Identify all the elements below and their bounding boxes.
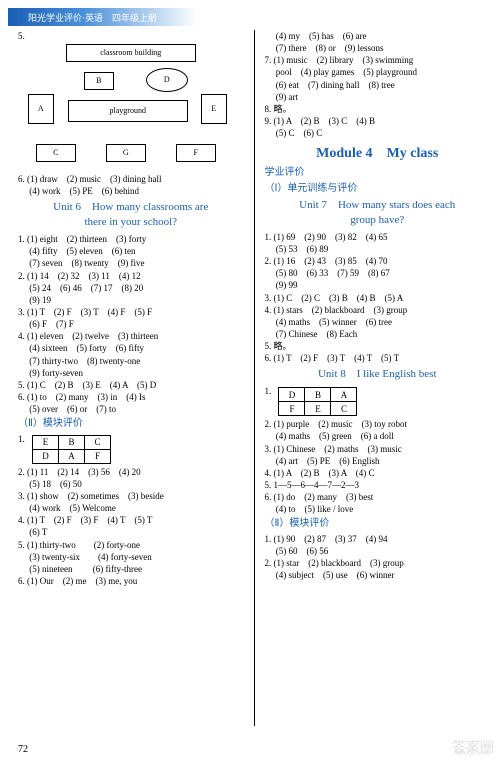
line: 2. (1) 11 (2) 14 (3) 56 (4) 20 — [18, 466, 244, 478]
column-divider — [254, 30, 255, 726]
mod2-head-left: （Ⅱ）模块评价 — [18, 417, 244, 431]
mod2-head-right: （Ⅱ）模块评价 — [264, 517, 490, 531]
diagram-A: A — [28, 94, 54, 124]
line: 4. (1) eleven (2) twelve (3) thirteen — [18, 330, 244, 342]
line: 8. 略。 — [264, 103, 490, 115]
diagram-playground: playground — [68, 100, 188, 122]
line: (9) 99 — [264, 279, 490, 291]
line: (7) thirty-two (8) twenty-one — [18, 355, 244, 367]
line: 3. (1) Chinese (2) maths (3) music — [264, 443, 490, 455]
line: (7) there (8) or (9) lessons — [264, 42, 490, 54]
line: (9) 19 — [18, 294, 244, 306]
line: (5) 60 (6) 56 — [264, 545, 490, 557]
watermark-sub: MXQE.com — [456, 749, 490, 757]
q1-label-r: 1. — [264, 385, 278, 397]
line: (4) fifty (5) eleven (6) ten — [18, 245, 244, 257]
header-text: 阳光学业评价·英语 四年级上册 — [28, 11, 157, 24]
diagram-C: C — [36, 144, 76, 162]
line: (3) twenty-six (4) forty-seven — [18, 551, 244, 563]
line: (4) art (5) PE (6) English — [264, 455, 490, 467]
line: 4. (1) T (2) F (3) F (4) T (5) T — [18, 514, 244, 526]
line: 6. (1) to (2) many (3) in (4) Is — [18, 391, 244, 403]
line: 2. (1) star (2) blackboard (3) group — [264, 557, 490, 569]
line: (6) eat (7) dining hall (8) tree — [264, 79, 490, 91]
xueye-head: 学业评价 — [264, 166, 490, 180]
q1-label: 1. — [18, 433, 32, 445]
line: (9) art — [264, 91, 490, 103]
line: (5) 24 (6) 46 (7) 17 (8) 20 — [18, 282, 244, 294]
school-diagram: classroom building B D A playground E C … — [26, 44, 236, 169]
right-column: (4) my (5) has (6) are (7) there (8) or … — [256, 30, 490, 726]
line: (5) 80 (6) 33 (7) 59 (8) 67 — [264, 267, 490, 279]
table-2: DBA FEC — [278, 387, 357, 416]
line: (5) nineteen (6) fifty-three — [18, 563, 244, 575]
line: pool (4) play games (5) playground — [264, 66, 490, 78]
line: 5. 1—5—6—4—7—2—3 — [264, 479, 490, 491]
page-columns: 5. classroom building B D A playground E… — [0, 26, 500, 726]
line: 4. (1) stars (2) blackboard (3) group — [264, 304, 490, 316]
line: 3. (1) T (2) F (3) T (4) F (5) F — [18, 306, 244, 318]
diagram-B: B — [84, 72, 114, 90]
diagram-D: D — [146, 68, 188, 92]
line: 1. (1) 90 (2) 87 (3) 37 (4) 94 — [264, 533, 490, 545]
unit7-heading: Unit 7 How many stars does each group ha… — [264, 198, 490, 228]
left-column: 5. classroom building B D A playground E… — [18, 30, 252, 726]
line: (4) work (5) PE (6) behind — [18, 185, 244, 197]
line: 3. (1) C (2) C (3) B (4) B (5) A — [264, 292, 490, 304]
line: (5) over (6) or (7) to — [18, 403, 244, 415]
line: (4) to (5) like / love — [264, 503, 490, 515]
left-unit6-list: 1. (1) eight (2) thirteen (3) forty (4) … — [18, 233, 244, 415]
diagram-F: F — [176, 144, 216, 162]
line: 6. (1) T (2) F (3) T (4) T (5) T — [264, 352, 490, 364]
diagram-E: E — [201, 94, 227, 124]
line: (4) maths (5) green (6) a doll — [264, 430, 490, 442]
right-mod2-list: 1. (1) 90 (2) 87 (3) 37 (4) 94 (5) 60 (6… — [264, 533, 490, 582]
diagram-classroom: classroom building — [66, 44, 196, 62]
line: (9) forty-seven — [18, 367, 244, 379]
line: (4) subject (5) use (6) winner — [264, 569, 490, 581]
unit8-heading: Unit 8 I like English best — [264, 367, 490, 382]
line: 5. (1) thirty-two (2) forty-one — [18, 539, 244, 551]
line: 9. (1) A (2) B (3) C (4) B — [264, 115, 490, 127]
right-top-list: (4) my (5) has (6) are (7) there (8) or … — [264, 30, 490, 139]
line: (5) 18 (6) 50 — [18, 478, 244, 490]
line: (5) 53 (6) 89 — [264, 243, 490, 255]
right-unit8-list: 2. (1) purple (2) music (3) toy robot (4… — [264, 418, 490, 515]
line: 4. (1) A (2) B (3) A (4) C — [264, 467, 490, 479]
line: 2. (1) 16 (2) 43 (3) 85 (4) 70 — [264, 255, 490, 267]
line: (4) sixteen (5) forty (6) fifty — [18, 342, 244, 354]
line: (7) seven (8) twenty (9) five — [18, 257, 244, 269]
line: 5. 略。 — [264, 340, 490, 352]
line: 3. (1) show (2) sometimes (3) beside — [18, 490, 244, 502]
unit6-heading: Unit 6 How many classrooms are there in … — [18, 200, 244, 230]
line: (7) Chinese (8) Each — [264, 328, 490, 340]
left-mod2-list: 2. (1) 11 (2) 14 (3) 56 (4) 20 (5) 18 (6… — [18, 466, 244, 587]
line: 6. (1) do (2) many (3) best — [264, 491, 490, 503]
q5-label: 5. — [18, 30, 244, 42]
page-header: 阳光学业评价·英语 四年级上册 — [8, 8, 198, 26]
line: 2. (1) 14 (2) 32 (3) 11 (4) 12 — [18, 270, 244, 282]
left-q6: 6. (1) draw (2) music (3) dining hall (4… — [18, 173, 244, 197]
line: 6. (1) Our (2) me (3) me, you — [18, 575, 244, 587]
line: (4) maths (5) winner (6) tree — [264, 316, 490, 328]
line: (5) C (6) C — [264, 127, 490, 139]
right-unit7-list: 1. (1) 69 (2) 90 (3) 82 (4) 65 (5) 53 (6… — [264, 231, 490, 365]
line: 1. (1) 69 (2) 90 (3) 82 (4) 65 — [264, 231, 490, 243]
table-1: EBC DAF — [32, 435, 111, 464]
page-number: 72 — [18, 744, 28, 755]
line: 1. (1) eight (2) thirteen (3) forty — [18, 233, 244, 245]
diagram-G: G — [106, 144, 146, 162]
line: 7. (1) music (2) library (3) swimming — [264, 54, 490, 66]
line: (6) F (7) F — [18, 318, 244, 330]
module4-heading: Module 4 My class — [264, 145, 490, 164]
line: (6) T — [18, 526, 244, 538]
danyuan-head: （Ⅰ）单元训练与评价 — [264, 182, 490, 196]
line: (4) work (5) Welcome — [18, 502, 244, 514]
line: 6. (1) draw (2) music (3) dining hall — [18, 173, 244, 185]
line: (4) my (5) has (6) are — [264, 30, 490, 42]
line: 2. (1) purple (2) music (3) toy robot — [264, 418, 490, 430]
line: 5. (1) C (2) B (3) E (4) A (5) D — [18, 379, 244, 391]
